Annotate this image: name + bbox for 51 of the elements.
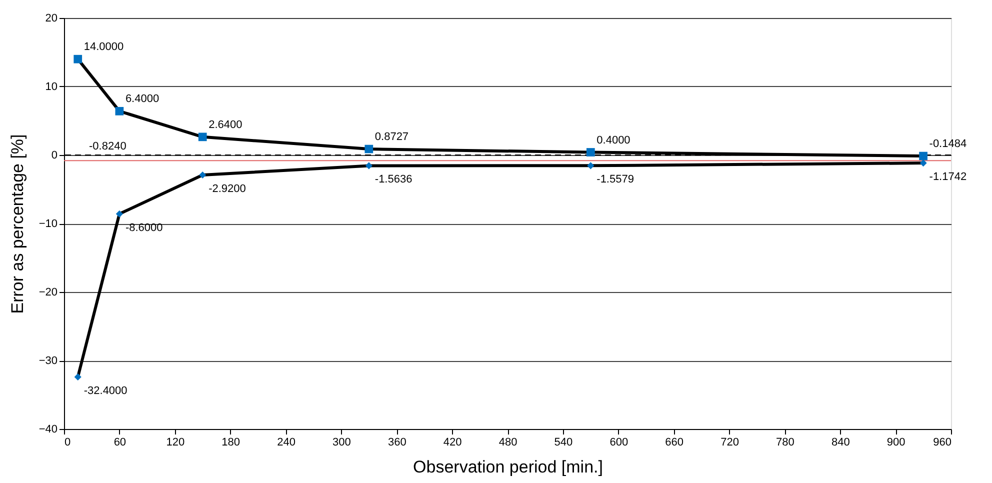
point	[116, 210, 123, 218]
y-tick-label: 10	[45, 81, 58, 93]
x-tick-label: 420	[443, 436, 462, 448]
y-tick-label: −20	[38, 286, 58, 298]
x-tick-label: 180	[222, 436, 240, 448]
y-tick-label: −30	[38, 355, 58, 367]
x-tick-label: 360	[388, 436, 406, 448]
data-label: -1.5579	[596, 174, 634, 186]
x-tick-label: 780	[776, 436, 794, 448]
y-tick-label: −10	[38, 218, 58, 230]
data-label: -1.1742	[929, 171, 967, 184]
data-label: -0.1484	[929, 138, 967, 150]
x-tick-label: 60	[114, 436, 126, 448]
data-label: -8.6000	[125, 222, 163, 234]
point	[198, 132, 207, 142]
point	[74, 54, 82, 64]
x-axis-title: Observation period [min.]	[413, 458, 603, 476]
x-tick-label: 480	[498, 436, 518, 448]
x-tick-label: 120	[166, 436, 185, 448]
point	[586, 148, 595, 156]
x-tick-label: 840	[831, 436, 850, 448]
x-tick-label: 900	[886, 436, 906, 448]
x-tick-label: 300	[332, 436, 351, 448]
point	[364, 144, 374, 154]
data-label: -1.5636	[374, 174, 412, 186]
x-tick-label: 600	[610, 436, 628, 448]
x-tick-label: 660	[665, 436, 684, 448]
data-label: 6.4000	[125, 93, 160, 106]
data-label: 0.8727	[374, 131, 409, 144]
x-tick-label: 540	[554, 436, 573, 448]
data-label: 14.0000	[84, 41, 124, 54]
y-axis-title: Error as percentage [%]	[8, 134, 27, 314]
x-tick-label: 0	[64, 436, 71, 448]
point	[199, 171, 206, 179]
point	[365, 162, 372, 170]
point	[920, 160, 927, 167]
point	[115, 106, 124, 116]
x-tick-label: 960	[933, 436, 952, 448]
y-tick-label: 20	[45, 12, 58, 24]
data-label: 2.6400	[208, 118, 242, 131]
x-tick-label: 720	[720, 436, 739, 448]
data-label: -32.4000	[84, 384, 128, 397]
point	[919, 152, 928, 160]
data-label: 0.4000	[596, 134, 630, 146]
y-tick-label: 0	[51, 150, 58, 162]
ref-line-label: -0.8240	[89, 140, 126, 153]
y-tick-label: −40	[38, 424, 58, 436]
x-tick-label: 240	[277, 436, 296, 448]
data-label: -2.9200	[208, 183, 246, 195]
point	[74, 373, 82, 380]
point	[587, 162, 594, 170]
